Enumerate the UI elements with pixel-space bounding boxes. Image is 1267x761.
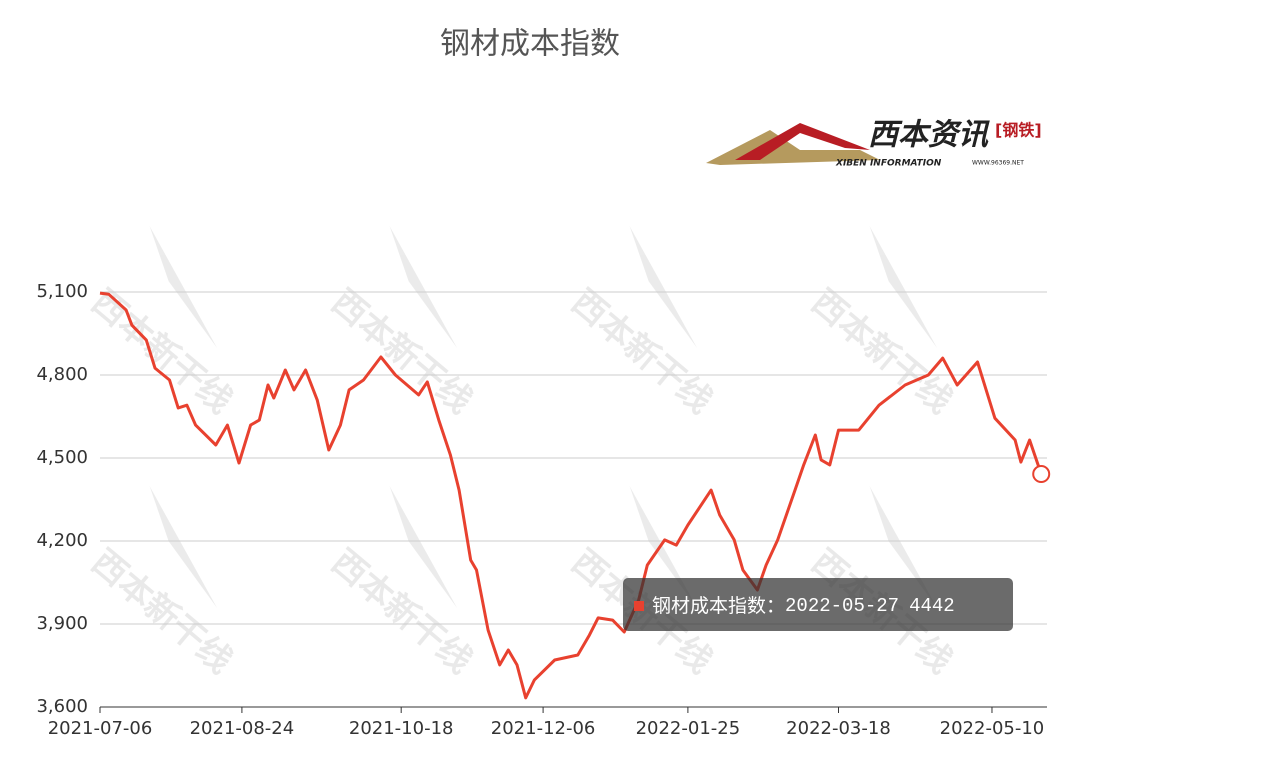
tooltip-part: 4442 [909, 595, 955, 617]
y-tick-label: 3,600 [36, 696, 88, 717]
watermark-text: 西本新干线 [804, 282, 960, 422]
y-tick-label: 5,100 [36, 281, 88, 302]
watermark: 西本新干线 [84, 486, 240, 682]
x-tick-label: 2022-03-18 [786, 718, 891, 739]
tooltip-box [623, 578, 1013, 631]
tooltip-part: 2022-05-27 [785, 595, 899, 617]
watermark: 西本新干线 [804, 226, 960, 422]
y-tick-label: 4,500 [36, 447, 88, 468]
watermark-text: 西本新干线 [84, 542, 240, 682]
tooltip-part: ： [766, 595, 785, 617]
logo-brand: 西本资讯 [868, 118, 990, 153]
logo: 西本资讯 [钢铁] XIBEN INFORMATION WWW.96369.NE… [706, 118, 1042, 169]
watermark: 西本新干线 [564, 226, 720, 422]
x-tick-label: 2021-10-18 [349, 718, 454, 739]
chart-title: 钢材成本指数 [440, 27, 620, 62]
y-tick-label: 4,800 [36, 364, 88, 385]
x-tick-label: 2021-07-06 [48, 718, 153, 739]
watermark: 西本新干线 [84, 226, 240, 422]
watermark-text: 西本新干线 [564, 282, 720, 422]
tooltip-part: 钢材成本指数 [652, 595, 766, 617]
tooltip-text: 钢材成本指数：2022-05-27 4442 [652, 595, 955, 618]
tooltip-swatch [634, 601, 644, 611]
logo-english: XIBEN INFORMATION [835, 159, 942, 169]
plot: 3,600 3,900 4,200 4,500 4,800 5,100 2021-07-06… [36, 281, 1051, 739]
highlight-point [1032, 465, 1051, 484]
logo-tag: [钢铁] [995, 121, 1042, 140]
x-tick-label: 2021-08-24 [190, 718, 295, 739]
x-tick-label: 2022-05-10 [940, 718, 1045, 739]
watermark-text: 西本新干线 [324, 542, 480, 682]
x-tick-label: 2022-01-25 [636, 718, 741, 739]
logo-site: WWW.96369.NET [972, 160, 1024, 167]
x-tick-label: 2021-12-06 [491, 718, 596, 739]
watermark-text: 西本新干线 [84, 282, 240, 422]
series-line [99, 291, 1043, 700]
y-tick-label: 4,200 [36, 530, 88, 551]
watermark: 西本新干线 [324, 486, 480, 682]
logo-peak [735, 123, 870, 160]
y-tick-label: 3,900 [36, 613, 88, 634]
tooltip: 钢材成本指数：2022-05-27 4442 [623, 578, 1013, 631]
